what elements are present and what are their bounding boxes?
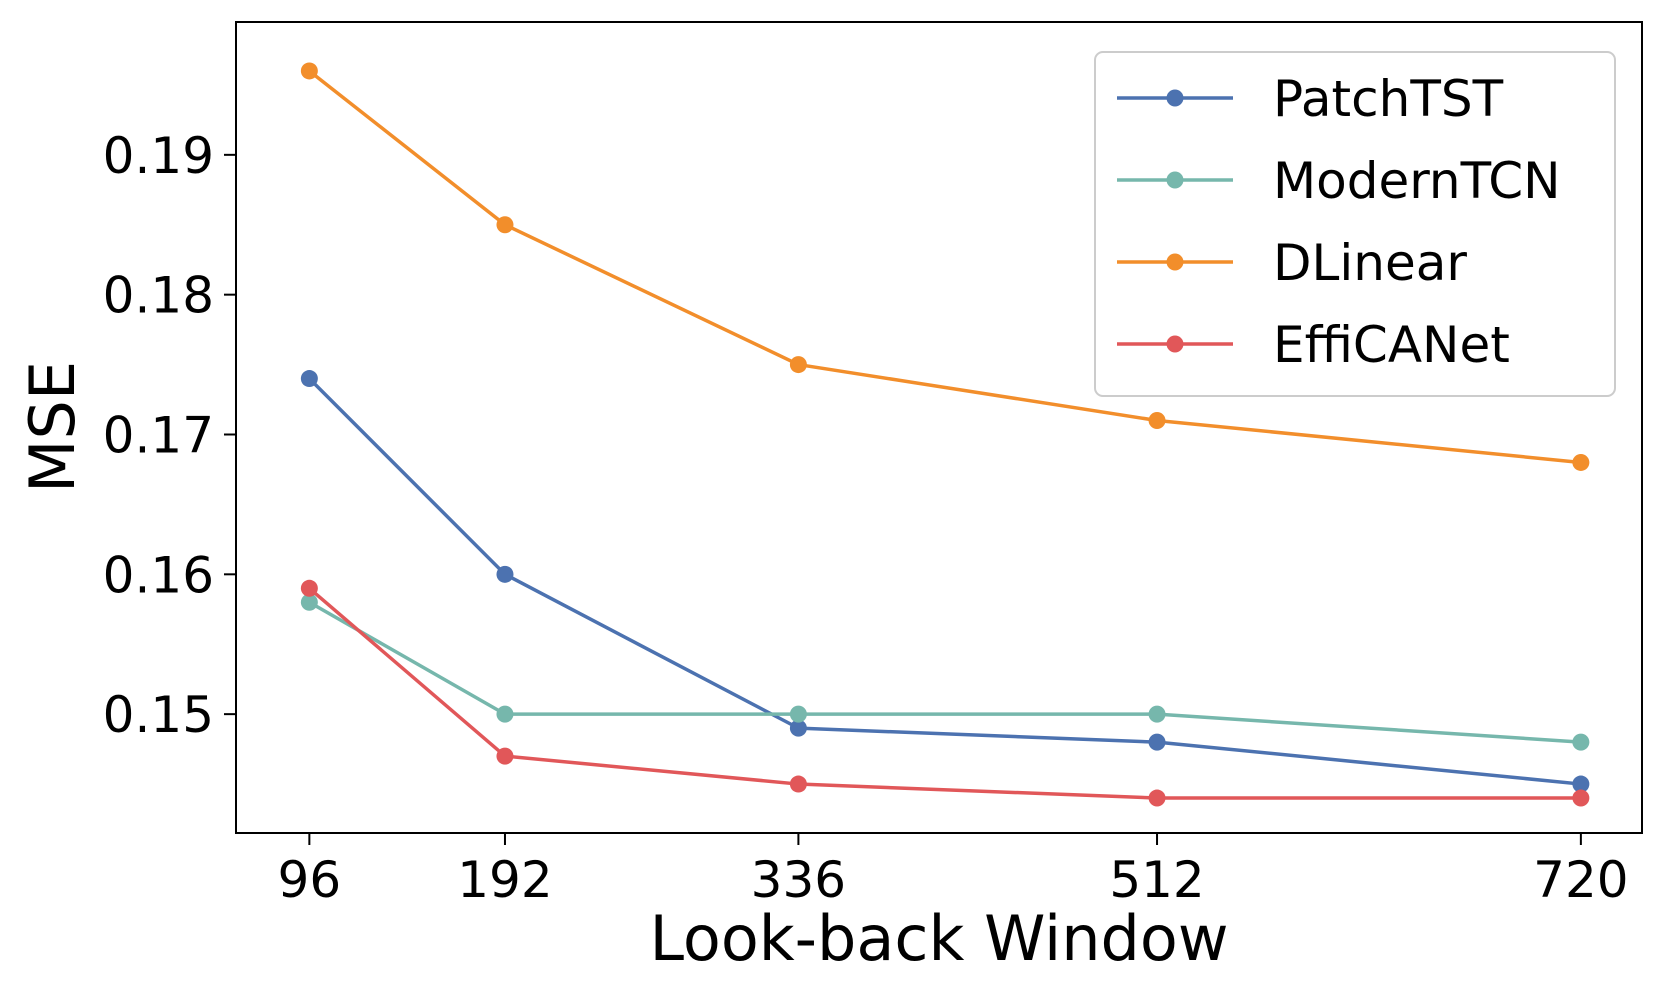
data-point-patchtst: [300, 370, 318, 388]
legend-item-dlinear: DLinear: [1117, 234, 1467, 292]
x-axis: 96 192 336 512 720: [278, 833, 1629, 909]
legend-frame: [1094, 51, 1616, 397]
data-point-efficanet: [300, 579, 318, 597]
data-point-dlinear: [1148, 412, 1166, 430]
y-axis-title: MSE: [16, 361, 89, 493]
data-point-efficanet: [496, 747, 514, 765]
series-layer: [300, 62, 1590, 807]
y-tick-label: 0.19: [103, 127, 214, 185]
data-point-patchtst: [496, 565, 514, 583]
legend-label-patchtst: PatchTST: [1273, 70, 1504, 128]
data-point-moderntcn: [300, 593, 318, 611]
series-efficanet: [300, 579, 1590, 807]
series-patchtst: [300, 370, 1590, 793]
legend-label-efficanet: EffiCANet: [1273, 316, 1510, 374]
data-point-efficanet: [1572, 789, 1590, 807]
data-point-moderntcn: [789, 705, 807, 723]
series-moderntcn: [300, 593, 1590, 751]
x-axis-title: Look-back Window: [649, 902, 1228, 975]
legend: PatchTST ModernTCN DLinear EffiCANet: [1094, 51, 1616, 397]
x-tick-label: 720: [1533, 851, 1628, 909]
data-point-moderntcn: [1572, 733, 1590, 751]
x-tick-label: 336: [751, 851, 846, 909]
legend-item-efficanet: EffiCANet: [1117, 316, 1510, 374]
x-tick-label: 96: [278, 851, 342, 909]
data-point-patchtst: [1572, 775, 1590, 793]
data-point-efficanet: [1148, 789, 1166, 807]
data-point-moderntcn: [1148, 705, 1166, 723]
series-dlinear: [300, 62, 1590, 471]
data-point-moderntcn: [496, 705, 514, 723]
legend-marker-patchtst: [1166, 89, 1184, 107]
legend-label-dlinear: DLinear: [1273, 234, 1467, 292]
data-point-patchtst: [789, 719, 807, 737]
data-point-dlinear: [1572, 453, 1590, 471]
x-tick-label: 192: [457, 851, 552, 909]
y-tick-label: 0.16: [103, 546, 214, 604]
legend-marker-moderntcn: [1166, 171, 1184, 189]
y-tick-label: 0.18: [103, 267, 214, 325]
legend-label-moderntcn: ModernTCN: [1273, 152, 1561, 210]
legend-marker-dlinear: [1166, 253, 1184, 271]
x-tick-label: 512: [1109, 851, 1204, 909]
data-point-efficanet: [789, 775, 807, 793]
data-point-dlinear: [496, 216, 514, 234]
legend-item-patchtst: PatchTST: [1117, 70, 1504, 128]
y-axis: 0.15 0.16 0.17 0.18 0.19: [103, 127, 236, 744]
data-point-patchtst: [1148, 733, 1166, 751]
legend-item-moderntcn: ModernTCN: [1117, 152, 1561, 210]
y-tick-label: 0.15: [103, 686, 214, 744]
y-tick-label: 0.17: [103, 406, 214, 464]
data-point-dlinear: [300, 62, 318, 80]
legend-marker-efficanet: [1166, 335, 1184, 353]
data-point-dlinear: [789, 356, 807, 374]
